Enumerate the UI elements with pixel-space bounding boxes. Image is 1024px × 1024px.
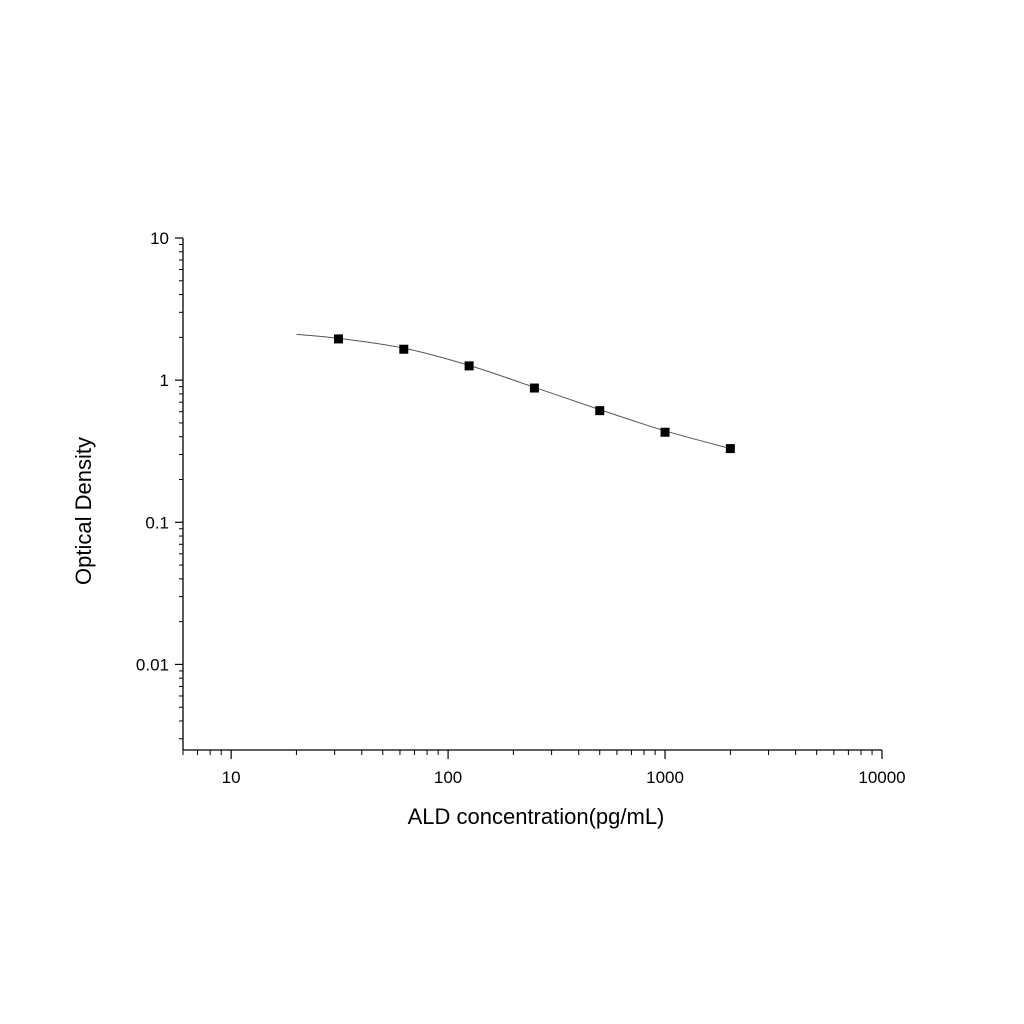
y-tick-label: 0.1	[145, 513, 169, 532]
data-point	[464, 361, 474, 371]
data-point	[660, 427, 670, 437]
x-axis-ticks: 10 100 1000 10000	[182, 750, 906, 787]
y-tick-label: 10	[150, 229, 169, 248]
data-point	[529, 383, 539, 393]
fit-curve	[296, 333, 731, 450]
y-axis-title: Optical Density	[71, 437, 96, 585]
y-axis-ticks: 10 1 0.1 0.01	[136, 229, 183, 740]
data-point	[399, 344, 409, 354]
data-point	[595, 406, 605, 416]
y-tick-label: 0.01	[136, 655, 169, 674]
x-tick-label: 1000	[646, 768, 684, 787]
data-points	[333, 334, 735, 454]
x-tick-label: 10	[222, 768, 241, 787]
data-point	[333, 334, 343, 344]
x-tick-label: 10000	[858, 768, 905, 787]
axes	[182, 238, 882, 751]
y-tick-label: 1	[160, 371, 169, 390]
data-point	[725, 444, 735, 454]
x-axis-title: ALD concentration(pg/mL)	[408, 804, 665, 829]
x-tick-label: 100	[434, 768, 462, 787]
